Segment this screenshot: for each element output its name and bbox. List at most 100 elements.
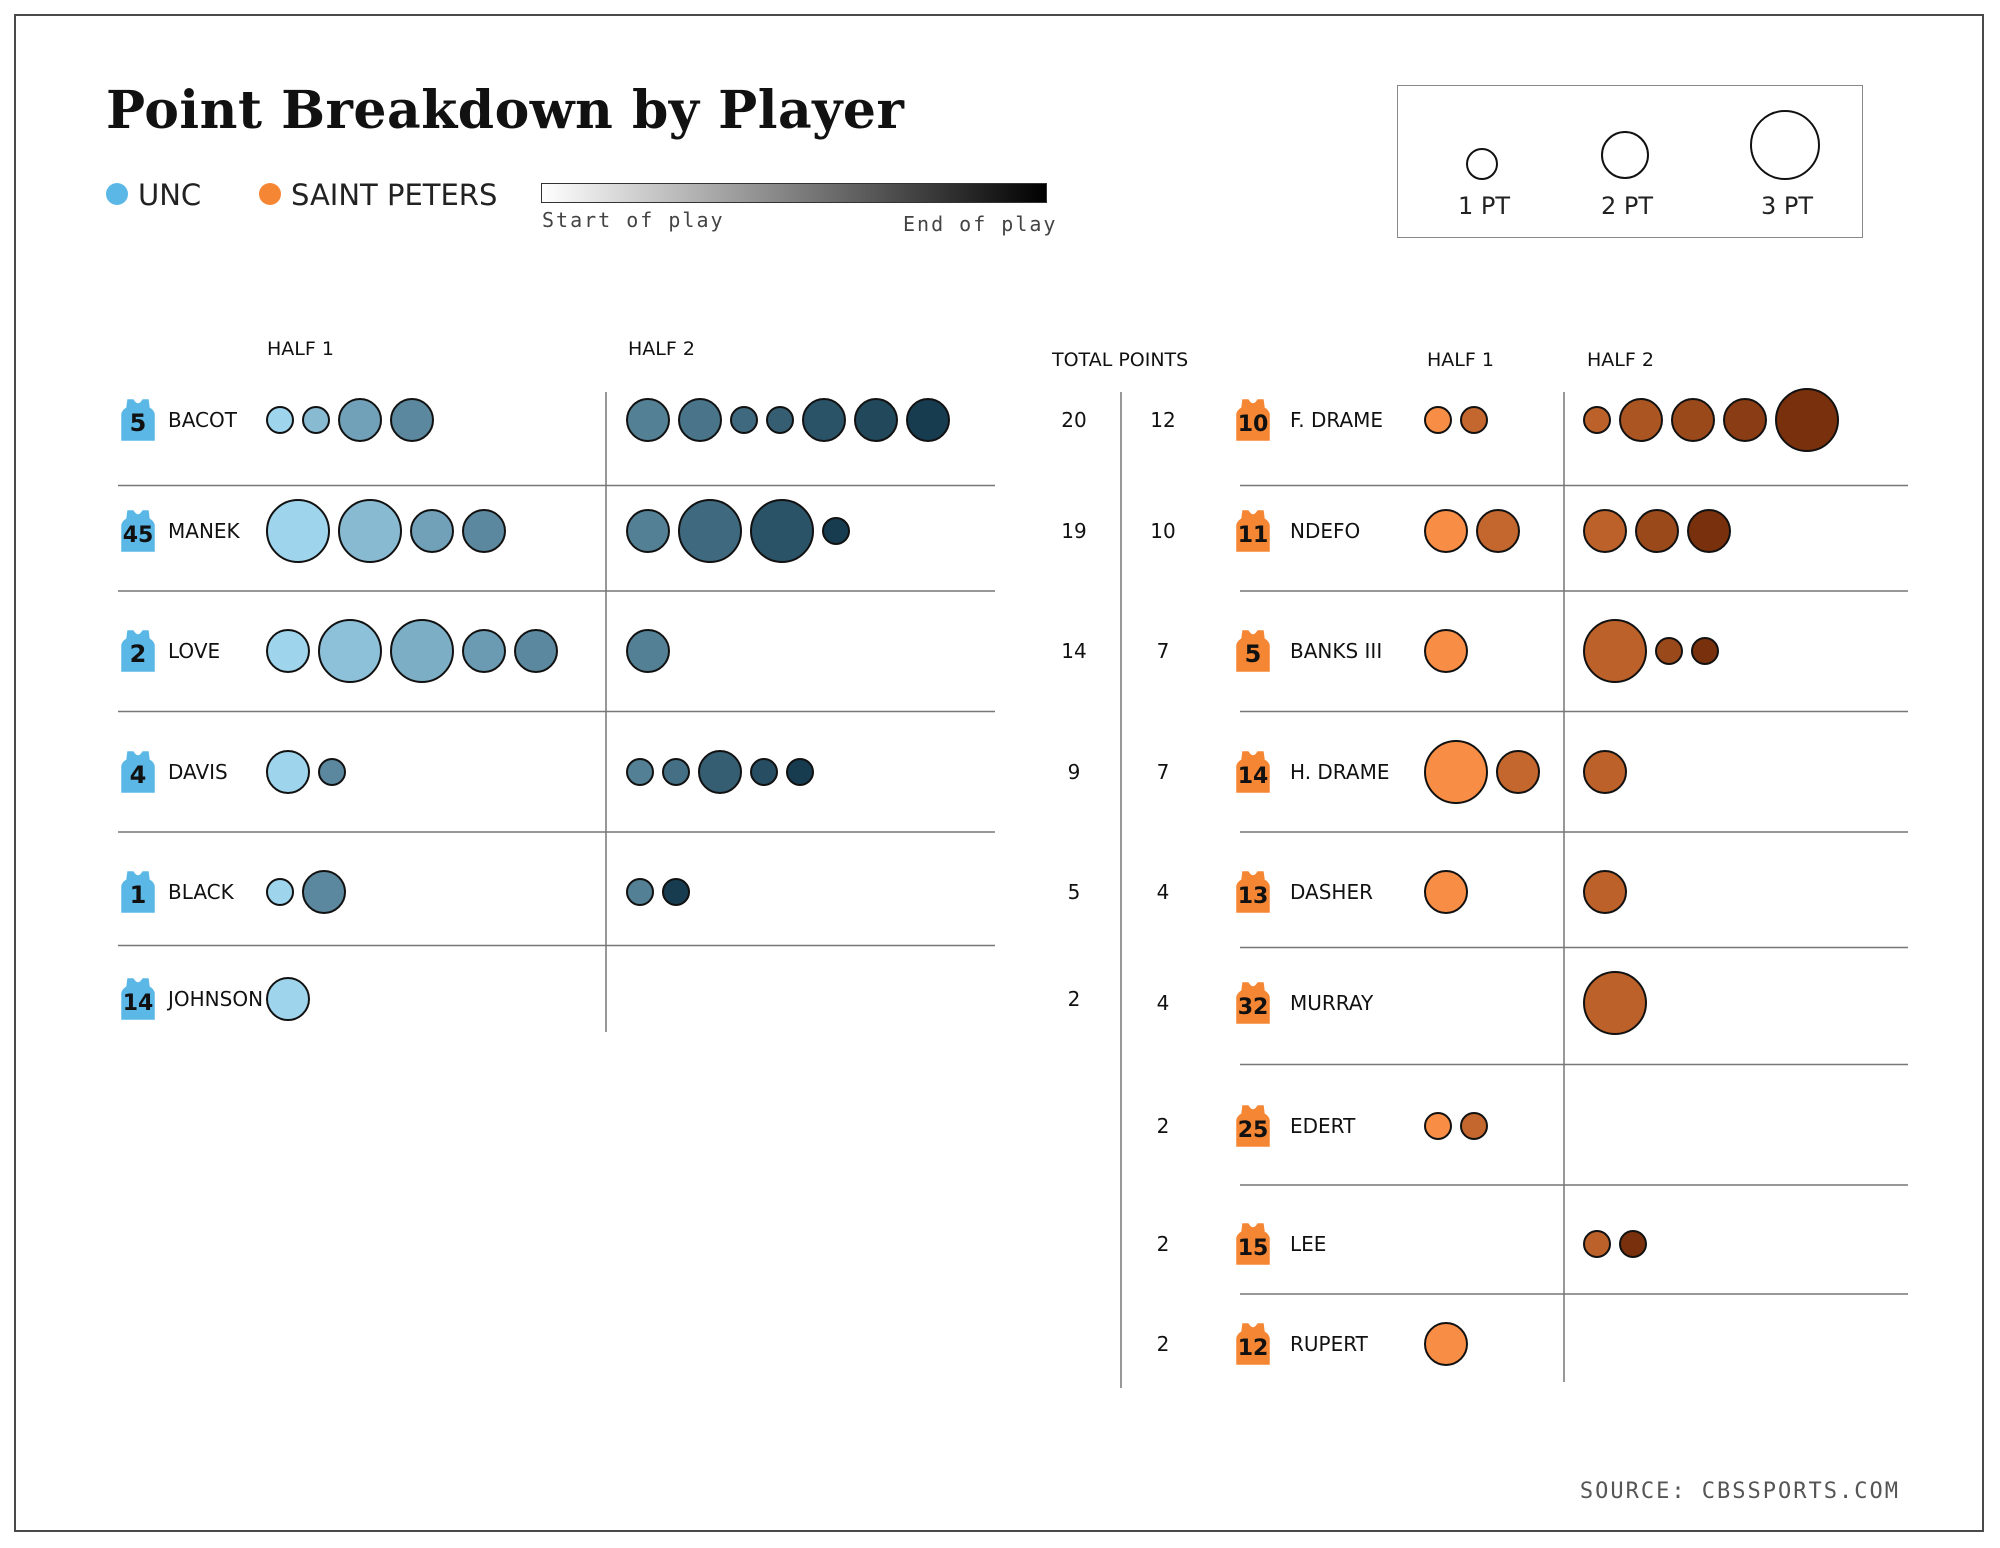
unc-score-point [626, 758, 654, 786]
sp-score-point [1655, 637, 1683, 665]
unc-score-point [626, 509, 670, 553]
unc-score-point [822, 517, 850, 545]
sp-total-points: 12 [1150, 408, 1175, 432]
unc-score-point [390, 619, 454, 683]
size-legend-2pt-circle [1601, 131, 1649, 179]
unc-score-point [266, 977, 310, 1021]
unc-total-points: 20 [1061, 408, 1086, 432]
unc-jersey-number: 45 [123, 523, 154, 548]
jersey-icon [1236, 751, 1270, 793]
sp-score-point [1775, 388, 1839, 452]
sp-score-point [1691, 637, 1719, 665]
gradient-start-label: Start of play [542, 208, 725, 232]
sp-player-name: RUPERT [1290, 1332, 1369, 1356]
unc-score-point [514, 629, 558, 673]
sp-total-points: 2 [1157, 1332, 1170, 1356]
sp-total-points: 10 [1150, 519, 1175, 543]
unc-score-point [390, 398, 434, 442]
unc-player-name: JOHNSON [166, 987, 263, 1011]
sp-player-name: BANKS III [1290, 639, 1382, 663]
unc-score-point [678, 499, 742, 563]
sp-score-point [1583, 619, 1647, 683]
sp-jersey-number: 10 [1238, 412, 1269, 437]
jersey-icon [121, 510, 155, 552]
legend-saint-peters-label: SAINT PETERS [291, 178, 498, 212]
unc-score-point [750, 758, 778, 786]
source-note: SOURCE: CBSSPORTS.COM [1579, 1479, 1900, 1504]
sp-player-name: MURRAY [1290, 991, 1374, 1015]
time-gradient-bar [541, 183, 1047, 203]
sp-score-point [1424, 629, 1468, 673]
sp-jersey-number: 11 [1238, 523, 1269, 548]
total-points-header: TOTAL POINTS [1051, 349, 1188, 371]
sp-score-point [1424, 740, 1488, 804]
sp-score-point [1460, 406, 1488, 434]
unc-score-point [730, 406, 758, 434]
jersey-icon [1236, 1223, 1270, 1265]
unc-player-name: MANEK [168, 519, 241, 543]
unc-score-point [678, 398, 722, 442]
unc-score-point [266, 878, 294, 906]
unc-score-point [266, 406, 294, 434]
sp-score-point [1460, 1112, 1488, 1140]
sp-jersey-1 [1236, 510, 1270, 552]
size-legend-2pt-label: 2 PT [1601, 192, 1654, 220]
unc-player-name: BLACK [168, 880, 235, 904]
unc-score-point [338, 499, 402, 563]
unc-jersey-2 [121, 630, 155, 672]
sp-score-point [1619, 398, 1663, 442]
size-legend-1pt-circle [1466, 148, 1498, 180]
unc-jersey-number: 2 [130, 640, 147, 668]
unc-jersey-number: 4 [130, 761, 147, 789]
unc-jersey-4 [121, 871, 155, 913]
unc-jersey-0 [121, 399, 155, 441]
unc-player-name: BACOT [168, 408, 238, 432]
sp-jersey-4 [1236, 871, 1270, 913]
unc-score-point [662, 758, 690, 786]
unc-total-points: 14 [1061, 639, 1086, 663]
sp-score-point [1635, 509, 1679, 553]
legend-saint-peters-dot [259, 183, 281, 205]
jersey-icon [121, 630, 155, 672]
sp-jersey-number: 25 [1238, 1118, 1269, 1143]
unc-score-point [318, 758, 346, 786]
unc-jersey-3 [121, 751, 155, 793]
sp-player-name: DASHER [1290, 880, 1373, 904]
sp-total-points: 4 [1157, 880, 1170, 904]
jersey-icon [1236, 871, 1270, 913]
sp-total-points: 4 [1157, 991, 1170, 1015]
sp-score-point [1583, 750, 1627, 794]
size-legend-1pt-label: 1 PT [1458, 192, 1511, 220]
unc-score-point [786, 758, 814, 786]
unc-jersey-number: 5 [130, 409, 147, 437]
jersey-icon [121, 978, 155, 1020]
unc-jersey-number: 1 [130, 881, 147, 909]
sp-total-points: 2 [1157, 1114, 1170, 1138]
unc-total-points: 5 [1068, 880, 1081, 904]
unc-score-point [462, 509, 506, 553]
sp-jersey-number: 13 [1238, 884, 1269, 909]
unc-jersey-number: 14 [123, 991, 154, 1016]
sp-score-point [1424, 509, 1468, 553]
unc-score-point [318, 619, 382, 683]
jersey-icon [121, 399, 155, 441]
sp-jersey-number: 5 [1245, 640, 1262, 668]
size-legend-3pt-label: 3 PT [1761, 192, 1814, 220]
unc-score-point [626, 629, 670, 673]
sp-score-point [1583, 971, 1647, 1035]
jersey-icon [1236, 1105, 1270, 1147]
sp-jersey-3 [1236, 751, 1270, 793]
unc-score-point [410, 509, 454, 553]
unc-score-point [266, 629, 310, 673]
jersey-icon [121, 751, 155, 793]
unc-player-name: DAVIS [168, 760, 228, 784]
sp-jersey-number: 32 [1238, 995, 1269, 1020]
sp-player-name: NDEFO [1290, 519, 1360, 543]
unc-jersey-5 [121, 978, 155, 1020]
sp-jersey-2 [1236, 630, 1270, 672]
sp-score-point [1583, 509, 1627, 553]
jersey-icon [1236, 982, 1270, 1024]
size-legend-3pt-circle [1750, 110, 1820, 180]
sp-score-point [1424, 406, 1452, 434]
